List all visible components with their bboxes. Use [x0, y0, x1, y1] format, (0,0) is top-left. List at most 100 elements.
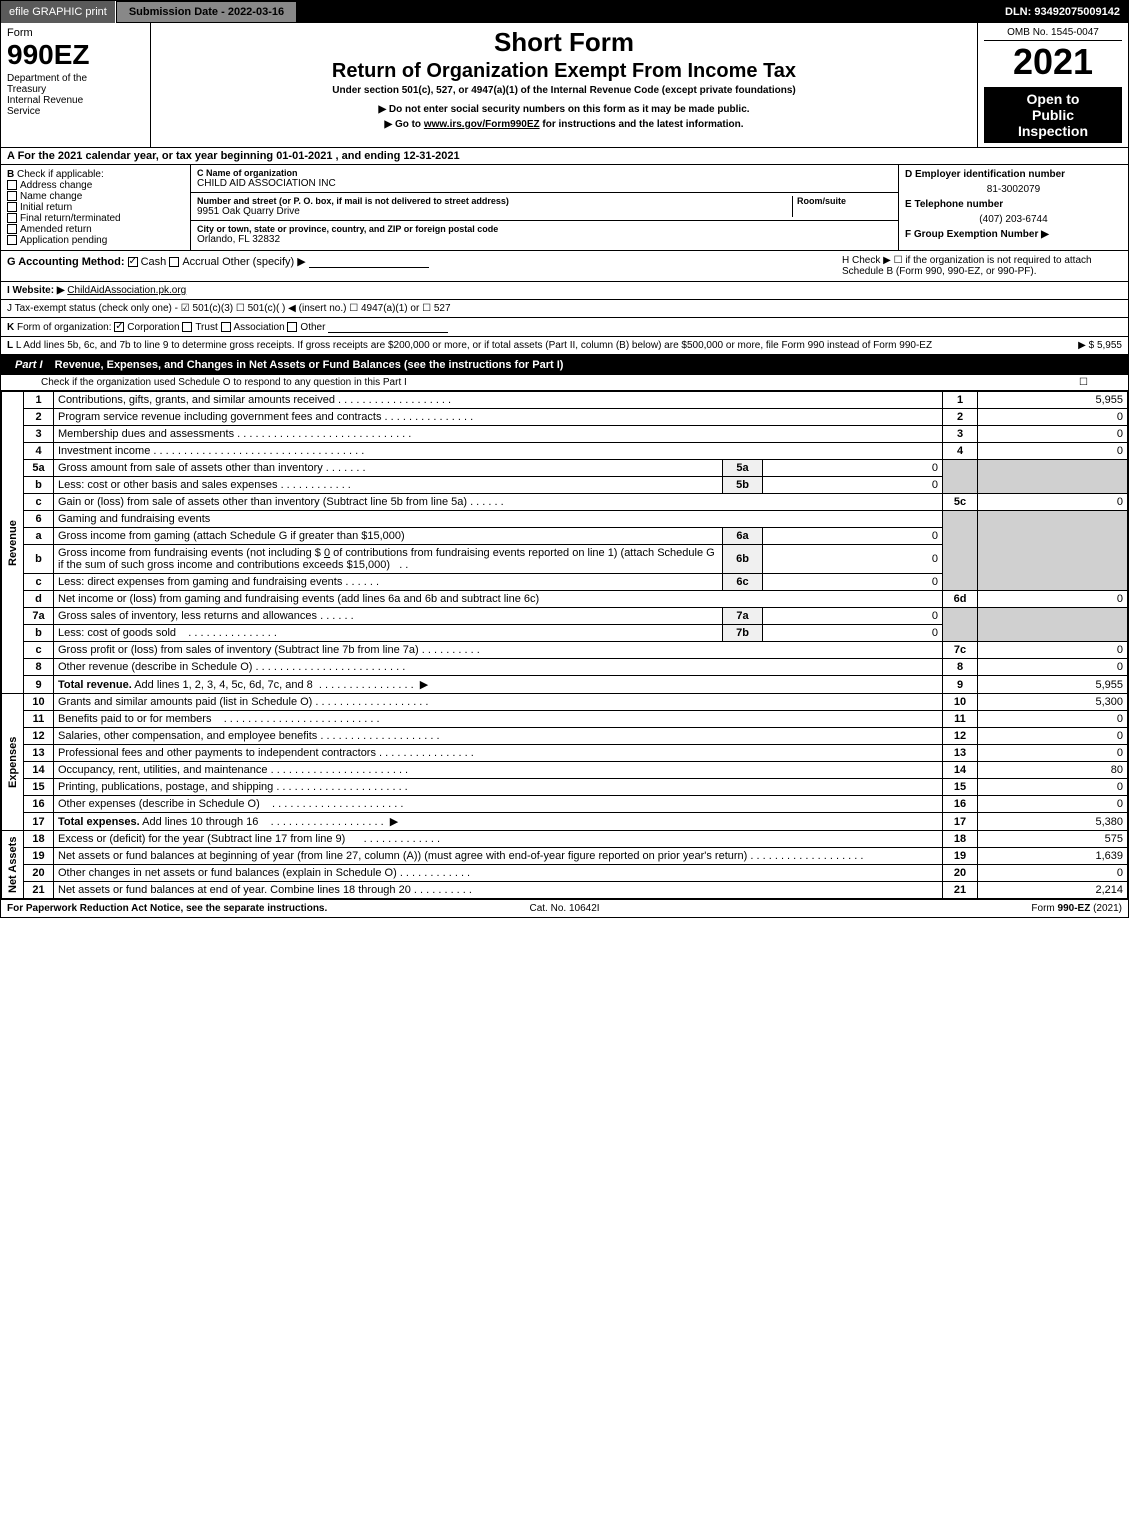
phone-value: (407) 203-6744 [905, 214, 1122, 225]
netassets-label: Net Assets [2, 831, 24, 899]
line-i: I Website: ▶ ChildAidAssociation.pk.org [1, 282, 1128, 300]
org-name-label: C Name of organization [197, 168, 892, 178]
row-9: 9 Total revenue. Add lines 1, 2, 3, 4, 5… [2, 676, 1128, 694]
amount-4: 0 [978, 443, 1128, 460]
ein-label: D Employer identification number [905, 169, 1122, 180]
amount-19: 1,639 [978, 848, 1128, 865]
row-7c: c Gross profit or (loss) from sales of i… [2, 642, 1128, 659]
amount-10: 5,300 [978, 694, 1128, 711]
goto-link[interactable]: ▶ Go to www.irs.gov/Form990EZ for instru… [157, 119, 971, 130]
check-accrual[interactable] [169, 257, 179, 267]
form-header: Form 990EZ Department of theTreasuryInte… [1, 23, 1128, 148]
amount-2: 0 [978, 409, 1128, 426]
page-footer: For Paperwork Reduction Act Notice, see … [1, 899, 1128, 917]
row-6: 6 Gaming and fundraising events [2, 511, 1128, 528]
row-21: 21 Net assets or fund balances at end of… [2, 882, 1128, 899]
part-1-label: Part I [9, 358, 49, 372]
form-label: Form [7, 27, 144, 39]
check-initial-return[interactable]: Initial return [7, 202, 184, 213]
dln-label: DLN: 93492075009142 [997, 1, 1128, 23]
part-1-title: Revenue, Expenses, and Changes in Net As… [55, 359, 564, 371]
header-center: Short Form Return of Organization Exempt… [151, 23, 978, 147]
row-13: 13 Professional fees and other payments … [2, 745, 1128, 762]
return-title: Return of Organization Exempt From Incom… [157, 60, 971, 83]
line-k: K Form of organization: Corporation Trus… [1, 318, 1128, 337]
short-form-title: Short Form [157, 27, 971, 58]
check-association[interactable] [221, 322, 231, 332]
website-link[interactable]: ChildAidAssociation.pk.org [67, 285, 186, 296]
line-a: A For the 2021 calendar year, or tax yea… [1, 148, 1128, 165]
street-value: 9951 Oak Quarry Drive [197, 206, 792, 217]
header-left: Form 990EZ Department of theTreasuryInte… [1, 23, 151, 147]
check-other-org[interactable] [287, 322, 297, 332]
row-18: Net Assets 18 Excess or (deficit) for th… [2, 831, 1128, 848]
org-name: CHILD AID ASSOCIATION INC [197, 178, 892, 189]
row-10: Expenses 10 Grants and similar amounts p… [2, 694, 1128, 711]
city-value: Orlando, FL 32832 [197, 234, 892, 245]
row-14: 14 Occupancy, rent, utilities, and maint… [2, 762, 1128, 779]
omb-number: OMB No. 1545-0047 [984, 27, 1122, 41]
line-l: L L Add lines 5b, 6c, and 7b to line 9 t… [1, 337, 1128, 355]
department-label: Department of theTreasuryInternal Revenu… [7, 73, 144, 117]
section-c: C Name of organization CHILD AID ASSOCIA… [191, 165, 898, 250]
subval-7a: 0 [763, 608, 943, 625]
efile-label: efile GRAPHIC print [1, 1, 116, 23]
row-11: 11 Benefits paid to or for members . . .… [2, 711, 1128, 728]
revenue-label: Revenue [2, 392, 24, 694]
amount-17: 5,380 [978, 813, 1128, 831]
amount-20: 0 [978, 865, 1128, 882]
submission-date: Submission Date - 2022-03-16 [116, 1, 297, 23]
check-trust[interactable] [182, 322, 192, 332]
line-a-text: A For the 2021 calendar year, or tax yea… [7, 150, 460, 162]
subtitle: Under section 501(c), 527, or 4947(a)(1)… [157, 85, 971, 96]
amount-12: 0 [978, 728, 1128, 745]
city-box: City or town, state or province, country… [191, 221, 898, 248]
subval-5a: 0 [763, 460, 943, 477]
check-application-pending[interactable]: Application pending [7, 235, 184, 246]
amount-18: 575 [978, 831, 1128, 848]
row-6d: d Net income or (loss) from gaming and f… [2, 591, 1128, 608]
footer-right: Form 990-EZ (2021) [750, 903, 1122, 914]
amount-13: 0 [978, 745, 1128, 762]
check-cash[interactable] [128, 257, 138, 267]
section-d: D Employer identification number 81-3002… [898, 165, 1128, 250]
amount-6d: 0 [978, 591, 1128, 608]
footer-left: For Paperwork Reduction Act Notice, see … [7, 903, 379, 914]
check-final-return[interactable]: Final return/terminated [7, 213, 184, 224]
phone-label: E Telephone number [905, 199, 1122, 210]
check-address-change[interactable]: Address change [7, 180, 184, 191]
amount-16: 0 [978, 796, 1128, 813]
row-17: 17 Total expenses. Add lines 10 through … [2, 813, 1128, 831]
part-1-header: Part I Revenue, Expenses, and Changes in… [1, 355, 1128, 375]
subval-6b: 0 [763, 545, 943, 574]
row-2: 2 Program service revenue including gove… [2, 409, 1128, 426]
amount-21: 2,214 [978, 882, 1128, 899]
row-1: Revenue 1 Contributions, gifts, grants, … [2, 392, 1128, 409]
subval-7b: 0 [763, 625, 943, 642]
line-j: J Tax-exempt status (check only one) - ☑… [1, 300, 1128, 318]
org-name-box: C Name of organization CHILD AID ASSOCIA… [191, 165, 898, 193]
subval-6c: 0 [763, 574, 943, 591]
form-number: 990EZ [7, 39, 144, 71]
amount-3: 0 [978, 426, 1128, 443]
row-4: 4 Investment income . . . . . . . . . . … [2, 443, 1128, 460]
check-name-change[interactable]: Name change [7, 191, 184, 202]
check-corporation[interactable] [114, 322, 124, 332]
amount-9: 5,955 [978, 676, 1128, 694]
amount-15: 0 [978, 779, 1128, 796]
line-g-h: G Accounting Method: Cash Accrual Other … [1, 251, 1128, 282]
part-1-check: Check if the organization used Schedule … [1, 375, 1128, 391]
line-g: G Accounting Method: Cash Accrual Other … [7, 255, 842, 277]
room-label: Room/suite [797, 196, 892, 206]
amount-5c: 0 [978, 494, 1128, 511]
section-bcd: B Check if applicable: Address change Na… [1, 165, 1128, 251]
expenses-label: Expenses [2, 694, 24, 831]
form-container: efile GRAPHIC print Submission Date - 20… [0, 0, 1129, 918]
row-5a: 5a Gross amount from sale of assets othe… [2, 460, 1128, 477]
row-12: 12 Salaries, other compensation, and emp… [2, 728, 1128, 745]
street-box: Number and street (or P. O. box, if mail… [191, 193, 898, 221]
check-amended-return[interactable]: Amended return [7, 224, 184, 235]
row-15: 15 Printing, publications, postage, and … [2, 779, 1128, 796]
ssn-warning: ▶ Do not enter social security numbers o… [157, 104, 971, 115]
line-h: H Check ▶ ☐ if the organization is not r… [842, 255, 1122, 277]
